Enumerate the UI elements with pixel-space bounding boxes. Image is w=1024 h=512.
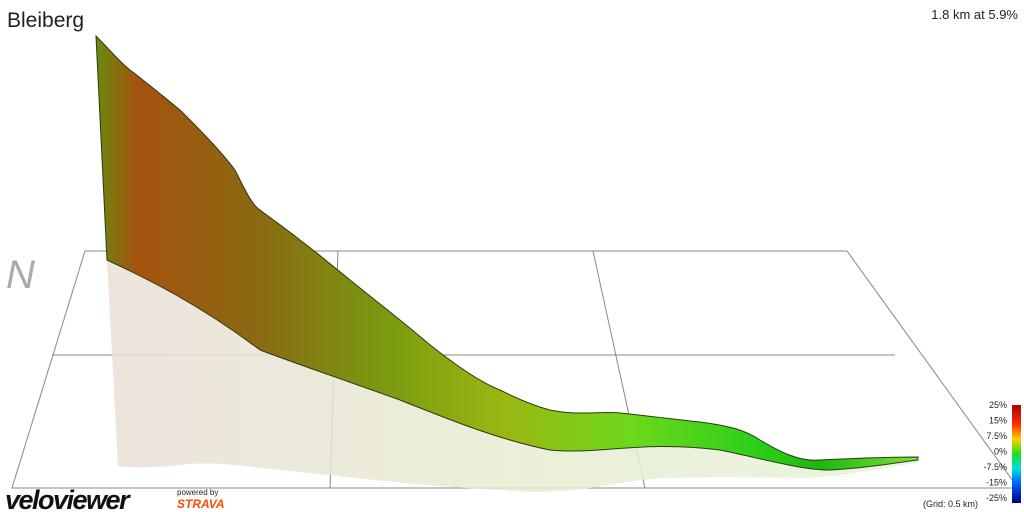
strava-logo: STRAVA — [177, 497, 225, 511]
powered-by: powered by — [177, 488, 218, 497]
legend-label: -25% — [986, 493, 1007, 503]
legend-label: -15% — [986, 478, 1007, 488]
legend-label: 0% — [994, 447, 1007, 457]
legend: 25% 15% 7.5% 0% -7.5% -15% -25% — [983, 400, 1007, 503]
segment-summary: 1.8 km at 5.9% — [931, 7, 1018, 22]
grid-note: (Grid: 0.5 km) — [923, 499, 978, 509]
legend-label: 15% — [989, 416, 1007, 426]
logo: veloviewer — [5, 485, 131, 512]
legend-label: 25% — [989, 400, 1007, 410]
legend-label: -7.5% — [983, 462, 1007, 472]
elevation-ribbon — [95, 34, 919, 471]
gradient-scale — [1012, 405, 1021, 503]
segment-title: Bleiberg — [7, 9, 84, 32]
compass: N — [6, 253, 35, 297]
legend-label: 7.5% — [986, 431, 1007, 441]
ribbon-shadow — [107, 260, 918, 492]
